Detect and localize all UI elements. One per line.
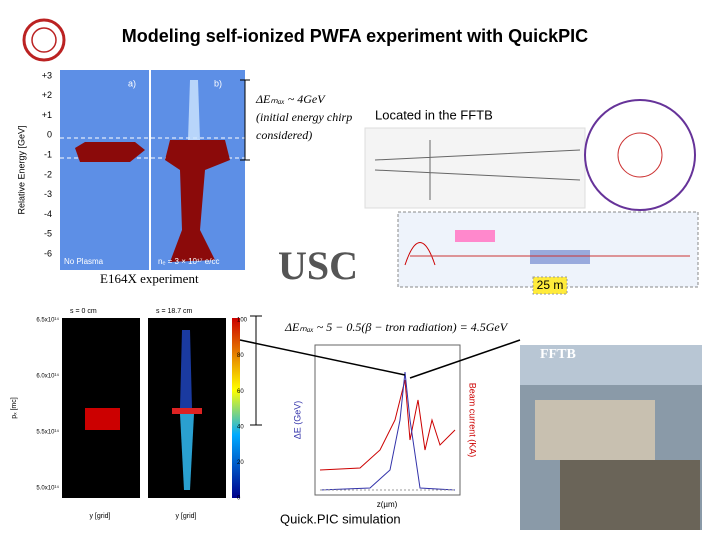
energy-spectrum-image [60,70,245,270]
x-axis-label: y [grid] [89,513,110,520]
x-axis-label: y [grid] [175,513,196,520]
y-tick-label: -4 [44,209,52,219]
y-tick-label: 6.5x10¹⁴ [36,317,59,324]
y-axis-label: ΔE (GeV) [292,401,302,440]
y-tick-label: -3 [44,189,52,199]
y-tick-label: -6 [44,248,52,258]
ring-inner [617,132,663,178]
simulation-label: Quick.PIC simulation [280,511,401,526]
usc-logo: USC [278,243,358,288]
colorbar-tick-label: 80 [237,353,244,359]
bracket [250,315,262,426]
y-axis-label: pₓ [mc] [11,397,18,418]
beam-spot [165,140,230,262]
current-curve [319,371,456,491]
energy-note: (initial energy chirp [256,110,352,124]
photo-sky [520,345,702,385]
plasma-cell [455,230,495,242]
distance-box [532,276,568,295]
simulation-note: ΔEₘₐₓ ~ 5 − 0.5(β − tron radiation) = 4.… [284,320,509,334]
photo-building [560,460,700,530]
panel-title: s = 18.7 cm [156,308,193,315]
energy-note: considered) [256,128,312,142]
y-tick-label: 0 [47,130,52,140]
ring [584,99,696,211]
y-ticks: 6.5x10¹⁴ 6.0x10¹⁴ 5.5x10¹⁴ 5.0x10¹⁴ [36,317,59,492]
colorbar-tick-label: 20 [237,460,244,466]
y-ticks: +3 +2 +1 0 -1 -2 -3 -4 -5 -6 [42,70,52,258]
y-tick-label: -1 [44,149,52,159]
spectrometer [530,250,590,264]
energy-curve [319,379,456,471]
panel-label: b) [214,78,222,88]
y-tick-label: +1 [42,110,52,120]
beam-tail [180,414,194,490]
seal-inner [31,27,57,53]
beam-spot [85,408,120,430]
location-label: Located in the FFTB [375,107,493,122]
distance-label: 25 m [537,278,564,292]
y-tick-label: -2 [44,169,52,179]
y2-axis-label: Beam current (KA) [468,383,478,458]
y-tick-label: 5.5x10¹⁴ [36,429,59,436]
plasma-profile [404,242,436,266]
energy-note: ΔEₘₐₓ ~ 4GeV [255,92,326,106]
accelerated-tail [188,80,200,140]
colorbar [232,318,240,498]
bracket [240,79,250,161]
photo-building [535,400,655,460]
y-tick-label: -5 [44,229,52,239]
simulation-plot [314,344,461,496]
colorbar-tick-label: 0 [237,496,241,502]
panel-label: a) [128,78,136,88]
beam-spot [75,142,145,162]
colorbar-tick-label: 40 [237,424,244,430]
experiment-label: E164X experiment [100,271,199,286]
slide-title: Modeling self-ionized PWFA experiment wi… [122,26,588,46]
beam-spot [172,408,202,414]
experiment-schematic [397,211,699,288]
colorbar-tick-label: 60 [237,389,244,395]
y-tick-label: 5.0x10¹⁴ [36,485,59,492]
y-tick-label: 6.0x10¹⁴ [36,373,59,380]
y-axis-label: Relative Energy [GeV] [16,125,26,214]
university-seal [22,18,66,62]
arrow [409,339,521,379]
caption: nₑ = 3 × 10¹⁷ e/cc [158,257,219,266]
colorbar-tick-label: 100 [237,318,248,324]
beam-tail [180,330,192,408]
panel-title: s = 0 cm [70,308,97,315]
caption: No Plasma [64,257,104,266]
y-tick-label: +2 [42,90,52,100]
y-tick-label: +3 [42,70,52,80]
colorbar-ticks: 100 80 60 40 20 0 [237,318,248,502]
beamline [374,140,581,200]
arrow [239,339,406,376]
photo-label: FFTB [540,347,576,362]
linac-diagram [364,127,586,209]
x-axis-label: z(µm) [377,500,398,509]
